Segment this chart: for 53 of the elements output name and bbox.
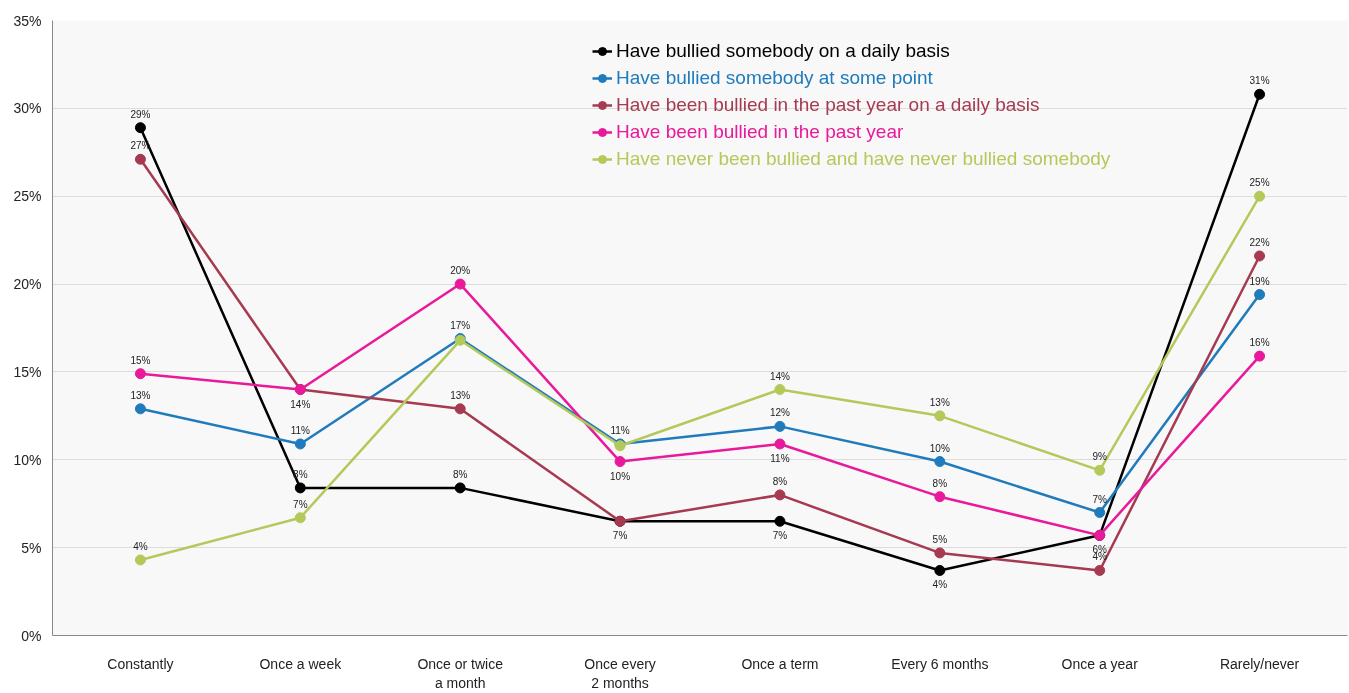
data-label: 25% — [1249, 177, 1270, 189]
data-label: 29% — [130, 108, 151, 120]
data-label: 20% — [450, 265, 471, 277]
data-label: 8% — [452, 468, 468, 480]
y-tick-label: 0% — [21, 627, 42, 644]
x-tick-label: Once or twice a month — [417, 655, 504, 691]
data-label: 14% — [769, 370, 791, 382]
legend-label: Have been bullied in the past year on a daily basis — [616, 94, 1040, 116]
data-label: 16% — [1249, 337, 1270, 349]
data-label: 14% — [290, 398, 311, 410]
data-label: 7% — [772, 530, 788, 542]
data-label: 8% — [932, 477, 948, 489]
data-label: 13% — [929, 396, 950, 408]
data-label: 12% — [769, 407, 791, 419]
x-tick-label: Once a week — [259, 655, 343, 672]
data-label: 17% — [450, 319, 471, 331]
y-tick-label: 30% — [13, 100, 42, 117]
data-label: 4% — [1092, 551, 1108, 563]
data-label: 11% — [290, 424, 311, 436]
y-tick-label: 5% — [21, 539, 42, 556]
data-label: 4% — [133, 540, 148, 552]
y-tick-label: 35% — [13, 12, 42, 29]
data-label: 13% — [450, 389, 471, 401]
data-label: 11% — [610, 424, 630, 436]
data-label: 13% — [130, 389, 151, 401]
legend-label: Have been bullied in the past year — [616, 121, 904, 143]
x-tick-label: Once a term — [741, 655, 819, 672]
data-label: 22% — [1249, 236, 1270, 248]
data-label: 5% — [932, 533, 948, 545]
x-tick-label: Every 6 months — [891, 655, 989, 672]
legend-label: Have never been bullied and have never bullied somebody — [616, 148, 1111, 170]
x-tick-label: Once a year — [1061, 655, 1139, 672]
data-label: 15% — [130, 354, 151, 366]
data-label: 31% — [1249, 75, 1270, 87]
y-tick-label: 10% — [13, 451, 42, 468]
data-label: 4% — [932, 579, 948, 591]
legend-label: Have bullied somebody on a daily basis — [616, 40, 950, 62]
data-label: 19% — [1249, 275, 1270, 287]
data-label: 8% — [772, 475, 788, 487]
data-label: 9% — [1092, 451, 1108, 463]
data-label: 7% — [1092, 493, 1108, 505]
data-label: 10% — [929, 442, 950, 454]
data-label: 11% — [770, 452, 790, 464]
legend-label: Have bullied somebody at some point — [616, 67, 933, 89]
y-tick-label: 25% — [13, 188, 42, 205]
x-tick-label: Once every 2 months — [584, 655, 656, 691]
x-tick-label: Constantly — [107, 655, 174, 672]
y-tick-label: 15% — [13, 363, 42, 380]
x-tick-label: Rarely/never — [1219, 655, 1300, 672]
y-tick-label: 20% — [13, 276, 42, 293]
data-label: 10% — [610, 470, 631, 482]
data-label: 7% — [612, 530, 628, 542]
data-label: 7% — [293, 498, 308, 510]
